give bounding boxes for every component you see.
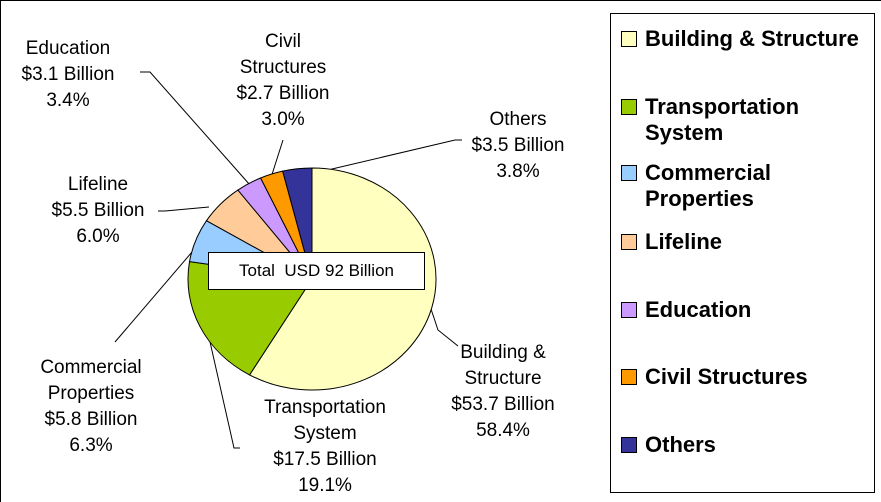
legend-label: Commercial Properties (645, 160, 771, 211)
slice-name: Transportation System (264, 397, 386, 444)
legend-label: Others (645, 432, 716, 457)
leader-line (114, 251, 193, 343)
slice-label: Transportation System $17.5 Billion 19.1% (263, 395, 388, 499)
amount-label: $3.1 Billion (21, 64, 115, 85)
value-label: 3.4% (46, 90, 90, 111)
leader-lines (114, 71, 462, 449)
legend-swatch (621, 302, 637, 318)
legend-swatch (621, 99, 637, 115)
amount-label: $2.7 Billion (236, 83, 330, 104)
amount-label: $17.5 Billion (273, 449, 377, 470)
value-label: 6.3% (69, 435, 113, 456)
pie-slice (282, 167, 313, 280)
slice-name: Civil Structures (239, 31, 327, 78)
legend-label: Education (645, 297, 752, 322)
slice-label: Building & Structure $53.7 Billion 58.4% (441, 340, 566, 444)
value-label: 19.1% (298, 475, 352, 496)
slice-name: Lifeline (67, 174, 129, 195)
amount-label: $5.8 Billion (44, 409, 138, 430)
leader-line (140, 71, 251, 186)
value-label: 3.0% (261, 109, 305, 130)
amount-label: $3.5 Billion (471, 135, 565, 156)
leader-line (429, 305, 459, 347)
value-label: 3.8% (496, 161, 540, 182)
slice-name: Building & Structure (460, 342, 546, 389)
annotation: Total USD 92 Billion (208, 252, 425, 290)
legend-swatch (621, 165, 637, 181)
slice-name: Others (489, 109, 547, 130)
amount-label: $5.5 Billion (51, 200, 145, 221)
leader-line (158, 206, 210, 212)
legend-label: Civil Structures (645, 364, 808, 389)
slice-label: Civil Structures $2.7 Billion 3.0% (221, 29, 346, 133)
amount-label: $53.7 Billion (451, 394, 555, 415)
legend-label: Building & Structure (645, 26, 859, 51)
legend-swatch (621, 234, 637, 250)
slice-label: Lifeline $5.5 Billion 6.0% (52, 172, 145, 250)
legend-swatch (621, 437, 637, 453)
slice-name: Commercial Properties (40, 357, 142, 404)
legend-swatch (621, 369, 637, 385)
legend: Building & Structure Transportation Syste… (610, 13, 875, 493)
leader-line (297, 139, 462, 178)
legend-label: Lifeline (645, 229, 723, 254)
slice-label: Commercial Properties $5.8 Billion 6.3% (29, 355, 154, 459)
value-label: 58.4% (476, 420, 530, 441)
slice-label: Others $3.5 Billion 3.8% (472, 107, 565, 185)
legend-label: Transportation System (645, 94, 800, 145)
legend-swatch (621, 31, 637, 47)
slice-label: Education $3.1 Billion 3.4% (22, 36, 115, 114)
leader-line (200, 301, 240, 449)
value-label: 6.0% (76, 226, 120, 247)
slice-name: Education (25, 38, 111, 59)
